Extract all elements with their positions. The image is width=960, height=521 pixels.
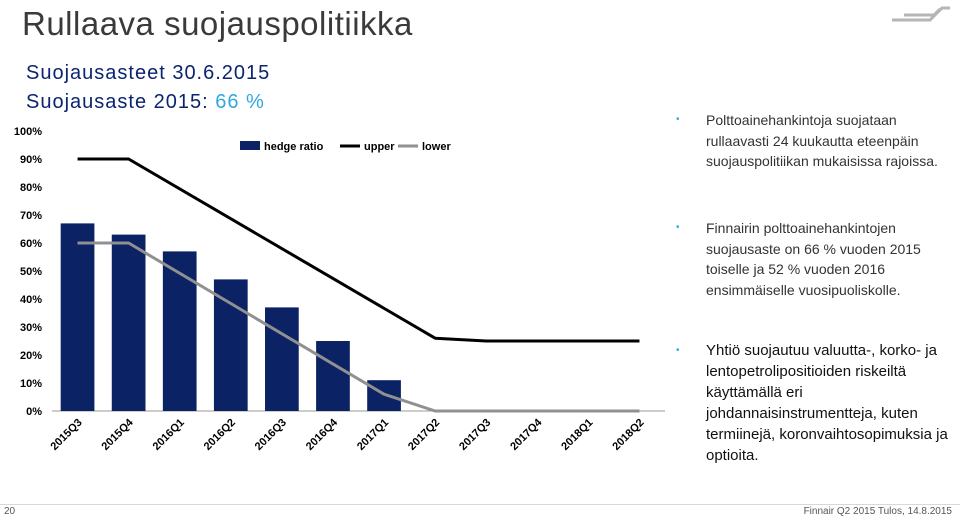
x-tick-label: 2015Q4 — [100, 416, 137, 453]
x-tick-label: 2018Q1 — [559, 417, 595, 453]
page-number: 20 — [4, 506, 16, 517]
y-tick-label: 30% — [20, 322, 42, 334]
legend-label: hedge ratio — [264, 141, 324, 153]
footer-text: Finnair Q2 2015 Tulos, 14.8.2015 — [803, 506, 952, 517]
y-tick-label: 40% — [20, 294, 42, 306]
x-tick-label: 2018Q2 — [610, 417, 646, 453]
hedge-ratio-chart: 0% 10% 20% 30% 40% 50% 60% 70% 80% 90% 100% 2015Q3 2… — [14, 126, 665, 453]
x-tick-label: 2017Q4 — [508, 416, 545, 453]
line-lower — [77, 241, 640, 413]
x-tick-label: 2016Q4 — [304, 416, 341, 453]
x-tick-label: 2017Q2 — [406, 417, 442, 453]
y-tick-label: 90% — [20, 154, 42, 166]
subtitle-hedge-rate: Suojausaste 2015: 66 % — [26, 91, 265, 114]
y-tick-label: 20% — [20, 350, 42, 362]
bullet-item: • Finnairin polttoainehankintojen suojau… — [676, 218, 958, 300]
x-tick-label: 2016Q1 — [151, 417, 187, 453]
x-tick-label: 2017Q3 — [457, 417, 493, 453]
line-upper — [77, 157, 640, 343]
legend-label: lower — [422, 141, 451, 153]
bullet-text: Yhtiö suojautuu valuutta-, korko- ja len… — [706, 342, 948, 464]
bullet-text: Finnairin polttoainehankintojen suojausa… — [706, 220, 921, 298]
y-tick-label: 0% — [26, 406, 42, 418]
bar-hedge-ratio — [60, 223, 95, 411]
bullet-item: • Yhtiö suojautuu valuutta-, korko- ja l… — [676, 340, 958, 466]
legend-label: upper — [364, 141, 395, 153]
bar-hedge-ratio — [265, 307, 299, 411]
bullet-icon: • — [676, 222, 680, 233]
finnair-logo-icon — [892, 6, 950, 22]
x-tick-label: 2016Q3 — [253, 417, 289, 453]
y-tick-label: 70% — [20, 210, 42, 222]
slide-title: Rullaava suojauspolitiikka — [22, 5, 413, 42]
bar-hedge-ratio — [111, 234, 146, 411]
footer-divider — [0, 504, 960, 505]
bullet-icon: • — [676, 345, 680, 356]
y-tick-label: 50% — [20, 266, 42, 278]
subtitle-hedge-value: 66 % — [215, 91, 265, 113]
legend-swatch-hedge-ratio — [240, 141, 260, 150]
bullet-item: • Polttoainehankintoja suojataan rullaav… — [676, 110, 958, 172]
x-tick-label: 2017Q1 — [355, 417, 391, 453]
subtitle-hedge-label: Suojausaste 2015: — [26, 91, 216, 113]
y-tick-label: 60% — [20, 238, 42, 250]
x-tick-label: 2016Q2 — [202, 417, 238, 453]
bullet-icon: • — [676, 114, 680, 125]
bar-hedge-ratio — [316, 341, 350, 411]
x-tick-label: 2015Q3 — [48, 417, 84, 453]
y-tick-label: 10% — [20, 378, 42, 390]
bullet-text: Polttoainehankintoja suojataan rullaavas… — [706, 112, 938, 169]
y-tick-label: 80% — [20, 182, 42, 194]
subtitle-date: Suojausasteet 30.6.2015 — [26, 62, 271, 84]
bar-hedge-ratio — [162, 251, 197, 411]
bar-hedge-ratio — [213, 279, 248, 411]
y-tick-label: 100% — [14, 126, 42, 138]
